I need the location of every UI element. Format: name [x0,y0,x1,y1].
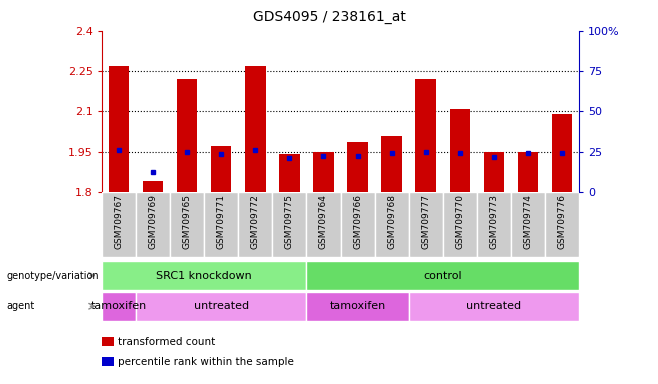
Text: GSM709766: GSM709766 [353,194,362,249]
Text: untreated: untreated [193,301,249,311]
Bar [170,192,204,257]
Bar [238,192,272,257]
Text: percentile rank within the sample: percentile rank within the sample [118,357,294,367]
Bar [177,79,197,192]
Bar [102,261,307,290]
Text: GSM709771: GSM709771 [216,194,226,249]
Text: GSM709773: GSM709773 [490,194,498,249]
Bar [347,142,368,192]
Bar [136,292,307,321]
Bar [272,192,307,257]
Bar [245,66,266,192]
Text: tamoxifen: tamoxifen [330,301,386,311]
Text: untreated: untreated [467,301,521,311]
Bar [409,292,579,321]
Text: GSM709769: GSM709769 [149,194,158,249]
Bar [102,192,136,257]
Text: agent: agent [7,301,35,311]
Text: control: control [424,270,462,281]
Bar [518,152,538,192]
Bar [449,109,470,192]
Text: GSM709777: GSM709777 [421,194,430,249]
Text: GSM709775: GSM709775 [285,194,294,249]
Text: GSM709770: GSM709770 [455,194,465,249]
Bar [211,146,232,192]
Bar [109,66,129,192]
Text: GSM709767: GSM709767 [114,194,124,249]
Bar [143,181,163,192]
Bar [443,192,477,257]
Bar [552,114,572,192]
Bar [374,192,409,257]
Bar [477,192,511,257]
Bar [409,192,443,257]
Bar [136,192,170,257]
Bar [279,154,299,192]
Bar [204,192,238,257]
Bar [341,192,374,257]
Bar [102,292,136,321]
Text: GSM709776: GSM709776 [557,194,567,249]
Bar [313,152,334,192]
Bar [545,192,579,257]
Bar [484,152,504,192]
Text: transformed count: transformed count [118,337,216,347]
Text: GSM709765: GSM709765 [183,194,191,249]
Text: tamoxifen: tamoxifen [91,301,147,311]
Text: GDS4095 / 238161_at: GDS4095 / 238161_at [253,10,405,23]
Text: GSM709768: GSM709768 [387,194,396,249]
Bar [307,261,579,290]
Bar [382,136,402,192]
Bar [307,192,340,257]
Text: GSM709764: GSM709764 [319,194,328,249]
Bar [511,192,545,257]
Text: genotype/variation: genotype/variation [7,270,99,281]
Bar [415,79,436,192]
Text: GSM709772: GSM709772 [251,194,260,249]
Bar [307,292,409,321]
Text: SRC1 knockdown: SRC1 knockdown [157,270,252,281]
Text: GSM709774: GSM709774 [523,194,532,249]
